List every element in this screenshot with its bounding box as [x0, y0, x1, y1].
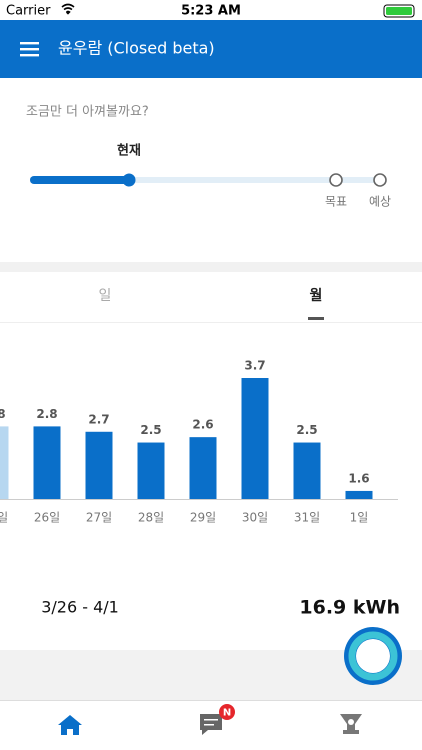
divider	[0, 262, 422, 272]
bar	[0, 426, 9, 499]
clock: 5:23 AM	[181, 4, 241, 19]
bar-value-label: 1.6	[348, 471, 369, 485]
app-title: 윤우람 (Closed beta)	[58, 39, 215, 58]
bar-value-label: 2.5	[296, 423, 317, 437]
current-label: 현재	[117, 143, 141, 159]
x-tick-label: 26일	[34, 511, 60, 525]
bar-value-label: 2.8	[36, 407, 57, 421]
carrier: Carrier	[6, 4, 51, 19]
message-line	[204, 719, 218, 721]
x-tick-label: 31일	[294, 511, 320, 525]
bar	[293, 442, 321, 499]
menu-line	[20, 48, 39, 51]
bar	[189, 437, 217, 499]
x-tick-label: 29일	[190, 511, 216, 525]
tab-month[interactable]: 월	[310, 287, 323, 304]
home-tab[interactable]	[58, 715, 82, 735]
tab-day[interactable]: 일	[99, 288, 112, 304]
forecast-marker	[373, 173, 387, 187]
bar-value-label: 2.5	[140, 423, 161, 437]
bar-chart: 2.8 25일 2.8 26일 2.7 27일 2.5 28일 2.6 29일 3.7 30일 2.5 3…	[0, 359, 398, 525]
prompt: 조금만 더 아껴볼까요?	[26, 105, 149, 120]
x-tick-label: 28일	[138, 511, 164, 525]
bar	[345, 490, 373, 499]
x-tick-label: 30일	[242, 511, 268, 525]
messages-tab[interactable]: N	[200, 704, 235, 735]
total-usage: 16.9 kWh	[299, 597, 400, 619]
bar	[85, 431, 113, 499]
fab-ring	[348, 631, 398, 681]
bar-value-label: 2.6	[192, 418, 213, 432]
badge-text: N	[223, 708, 231, 719]
message-line	[204, 724, 214, 726]
baseline	[0, 499, 398, 500]
x-tick-label: 25일	[0, 511, 8, 525]
target-label: 목표	[325, 195, 347, 209]
target-marker	[329, 173, 343, 187]
bar-value-label: 2.7	[88, 412, 109, 426]
bar	[33, 426, 61, 499]
menu-button[interactable]	[20, 42, 39, 57]
date-range: 3/26 - 4/1	[41, 598, 119, 617]
slider-track	[30, 177, 380, 183]
wifi-icon	[61, 3, 75, 15]
bar	[241, 378, 269, 499]
fab-center	[356, 639, 390, 673]
bar	[137, 442, 165, 499]
x-tick-label: 27일	[86, 511, 112, 525]
forecast-label: 예상	[369, 195, 391, 209]
menu-line	[20, 54, 39, 57]
menu-line	[20, 42, 39, 45]
bar-value-label: 2.8	[0, 407, 6, 421]
battery	[383, 4, 415, 18]
app-bar	[0, 20, 422, 78]
bar-value-label: 3.7	[244, 359, 265, 373]
floating-button[interactable]	[344, 627, 402, 685]
battery-level	[386, 7, 412, 15]
badge	[219, 704, 235, 720]
trophy-dot	[348, 719, 354, 725]
tab-divider	[0, 322, 422, 323]
nav-border	[0, 700, 422, 701]
x-tick-label: 1일	[350, 511, 369, 525]
tab-indicator	[308, 317, 324, 320]
slider-fill	[30, 176, 129, 184]
slider-thumb	[122, 173, 136, 187]
